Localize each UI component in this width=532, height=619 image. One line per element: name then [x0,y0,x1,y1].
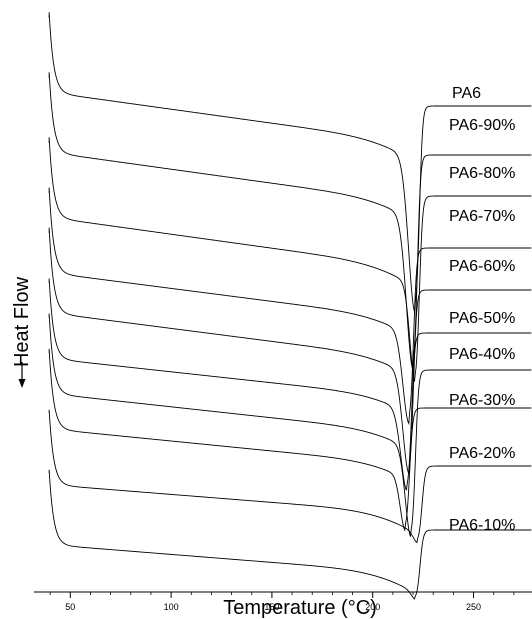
dsc-curve [48,348,532,532]
y-axis-title: Heat Flow [11,276,33,367]
x-axis-title: Temperature (°C) [223,597,377,619]
dsc-curve [48,227,532,474]
dsc-curve [48,137,532,382]
dsc-curve [48,12,532,312]
series-label: PA6-20% [449,445,515,462]
series-label: PA6-50% [449,310,515,327]
x-axis-ticks: 50 100 150 200 250 [49,592,515,612]
plot-curves [48,12,532,600]
series-label: PA6-90% [449,117,515,134]
heat-flow-arrow-icon [18,362,26,388]
x-tick-label: 50 [65,602,75,612]
series-label: PA6-80% [449,165,515,182]
series-label: PA6-30% [449,392,515,409]
dsc-curve [48,409,532,544]
x-tick-label: 100 [164,602,179,612]
series-labels: PA6 PA6-90% PA6-80% PA6-70% PA6-60% PA6-50% PA… [449,85,515,534]
x-tick-label: 150 [264,602,279,612]
dsc-curve [48,469,532,600]
dsc-curve [48,278,532,491]
series-label: PA6-60% [449,258,515,275]
series-label: PA6 [452,85,481,102]
x-tick-label: 250 [466,602,481,612]
series-label: PA6-70% [449,208,515,225]
x-tick-label: 200 [365,602,380,612]
dsc-curve [48,313,532,537]
dsc-curve [48,187,532,426]
y-axis-title-group: Heat Flow [11,276,33,367]
series-label: PA6-40% [449,346,515,363]
series-label: PA6-10% [449,517,515,534]
dsc-curve [48,72,532,370]
